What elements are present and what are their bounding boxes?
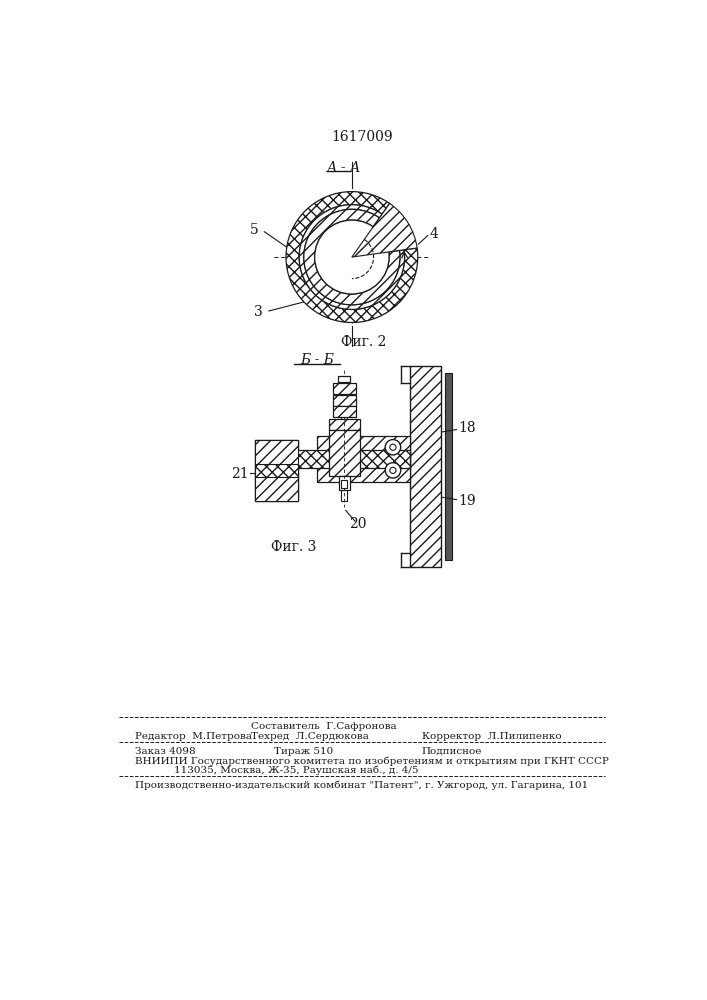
Text: Фиг. 2: Фиг. 2: [341, 335, 386, 349]
Wedge shape: [352, 202, 419, 257]
Text: α: α: [360, 239, 368, 252]
Text: Заказ 4098: Заказ 4098: [135, 747, 196, 756]
Text: Техред  Л.Сердюкова: Техред Л.Сердюкова: [251, 732, 369, 741]
Bar: [341, 480, 347, 488]
Text: Фиг. 3: Фиг. 3: [271, 540, 317, 554]
Bar: [341, 382, 347, 501]
Bar: [255, 440, 298, 467]
Circle shape: [390, 467, 396, 473]
Text: 5: 5: [250, 223, 259, 237]
Bar: [445, 373, 452, 560]
Text: Б - Б: Б - Б: [300, 353, 334, 367]
Circle shape: [385, 463, 401, 478]
Bar: [255, 464, 298, 477]
Text: ВНИИПИ Государственного комитета по изобретениям и открытиям при ГКНТ СССР: ВНИИПИ Государственного комитета по изоб…: [135, 757, 609, 766]
Text: Подписное: Подписное: [421, 747, 482, 756]
Bar: [255, 473, 298, 501]
Bar: [329, 430, 360, 476]
Text: 19: 19: [458, 494, 476, 508]
Bar: [332, 383, 356, 394]
Circle shape: [390, 444, 396, 450]
Bar: [332, 406, 356, 417]
Text: 1617009: 1617009: [331, 130, 393, 144]
Bar: [293, 450, 410, 468]
Text: 113035, Москва, Ж-35, Раушская наб., д. 4/5: 113035, Москва, Ж-35, Раушская наб., д. …: [135, 766, 419, 775]
Bar: [317, 436, 410, 482]
Text: Редактор  М.Петрова: Редактор М.Петрова: [135, 732, 252, 741]
Bar: [339, 476, 349, 490]
Bar: [410, 366, 441, 567]
Text: Составитель  Г.Сафронова: Составитель Г.Сафронова: [251, 722, 397, 731]
Text: 18: 18: [458, 421, 476, 435]
Text: Производственно-издательский комбинат "Патент", г. Ужгород, ул. Гагарина, 101: Производственно-издательский комбинат "П…: [135, 781, 588, 790]
Text: Корректор  Л.Пилипенко: Корректор Л.Пилипенко: [421, 732, 561, 741]
Wedge shape: [352, 203, 417, 257]
Text: 3: 3: [254, 306, 263, 320]
Bar: [338, 376, 351, 382]
Text: А - А: А - А: [327, 161, 361, 175]
Circle shape: [385, 440, 401, 455]
Text: Тираж 510: Тираж 510: [274, 747, 334, 756]
Circle shape: [315, 220, 389, 294]
Bar: [332, 395, 356, 406]
Bar: [329, 419, 360, 430]
Text: 20: 20: [349, 517, 367, 531]
Bar: [255, 440, 298, 501]
Text: 21: 21: [231, 467, 249, 481]
Text: 4: 4: [429, 227, 438, 241]
